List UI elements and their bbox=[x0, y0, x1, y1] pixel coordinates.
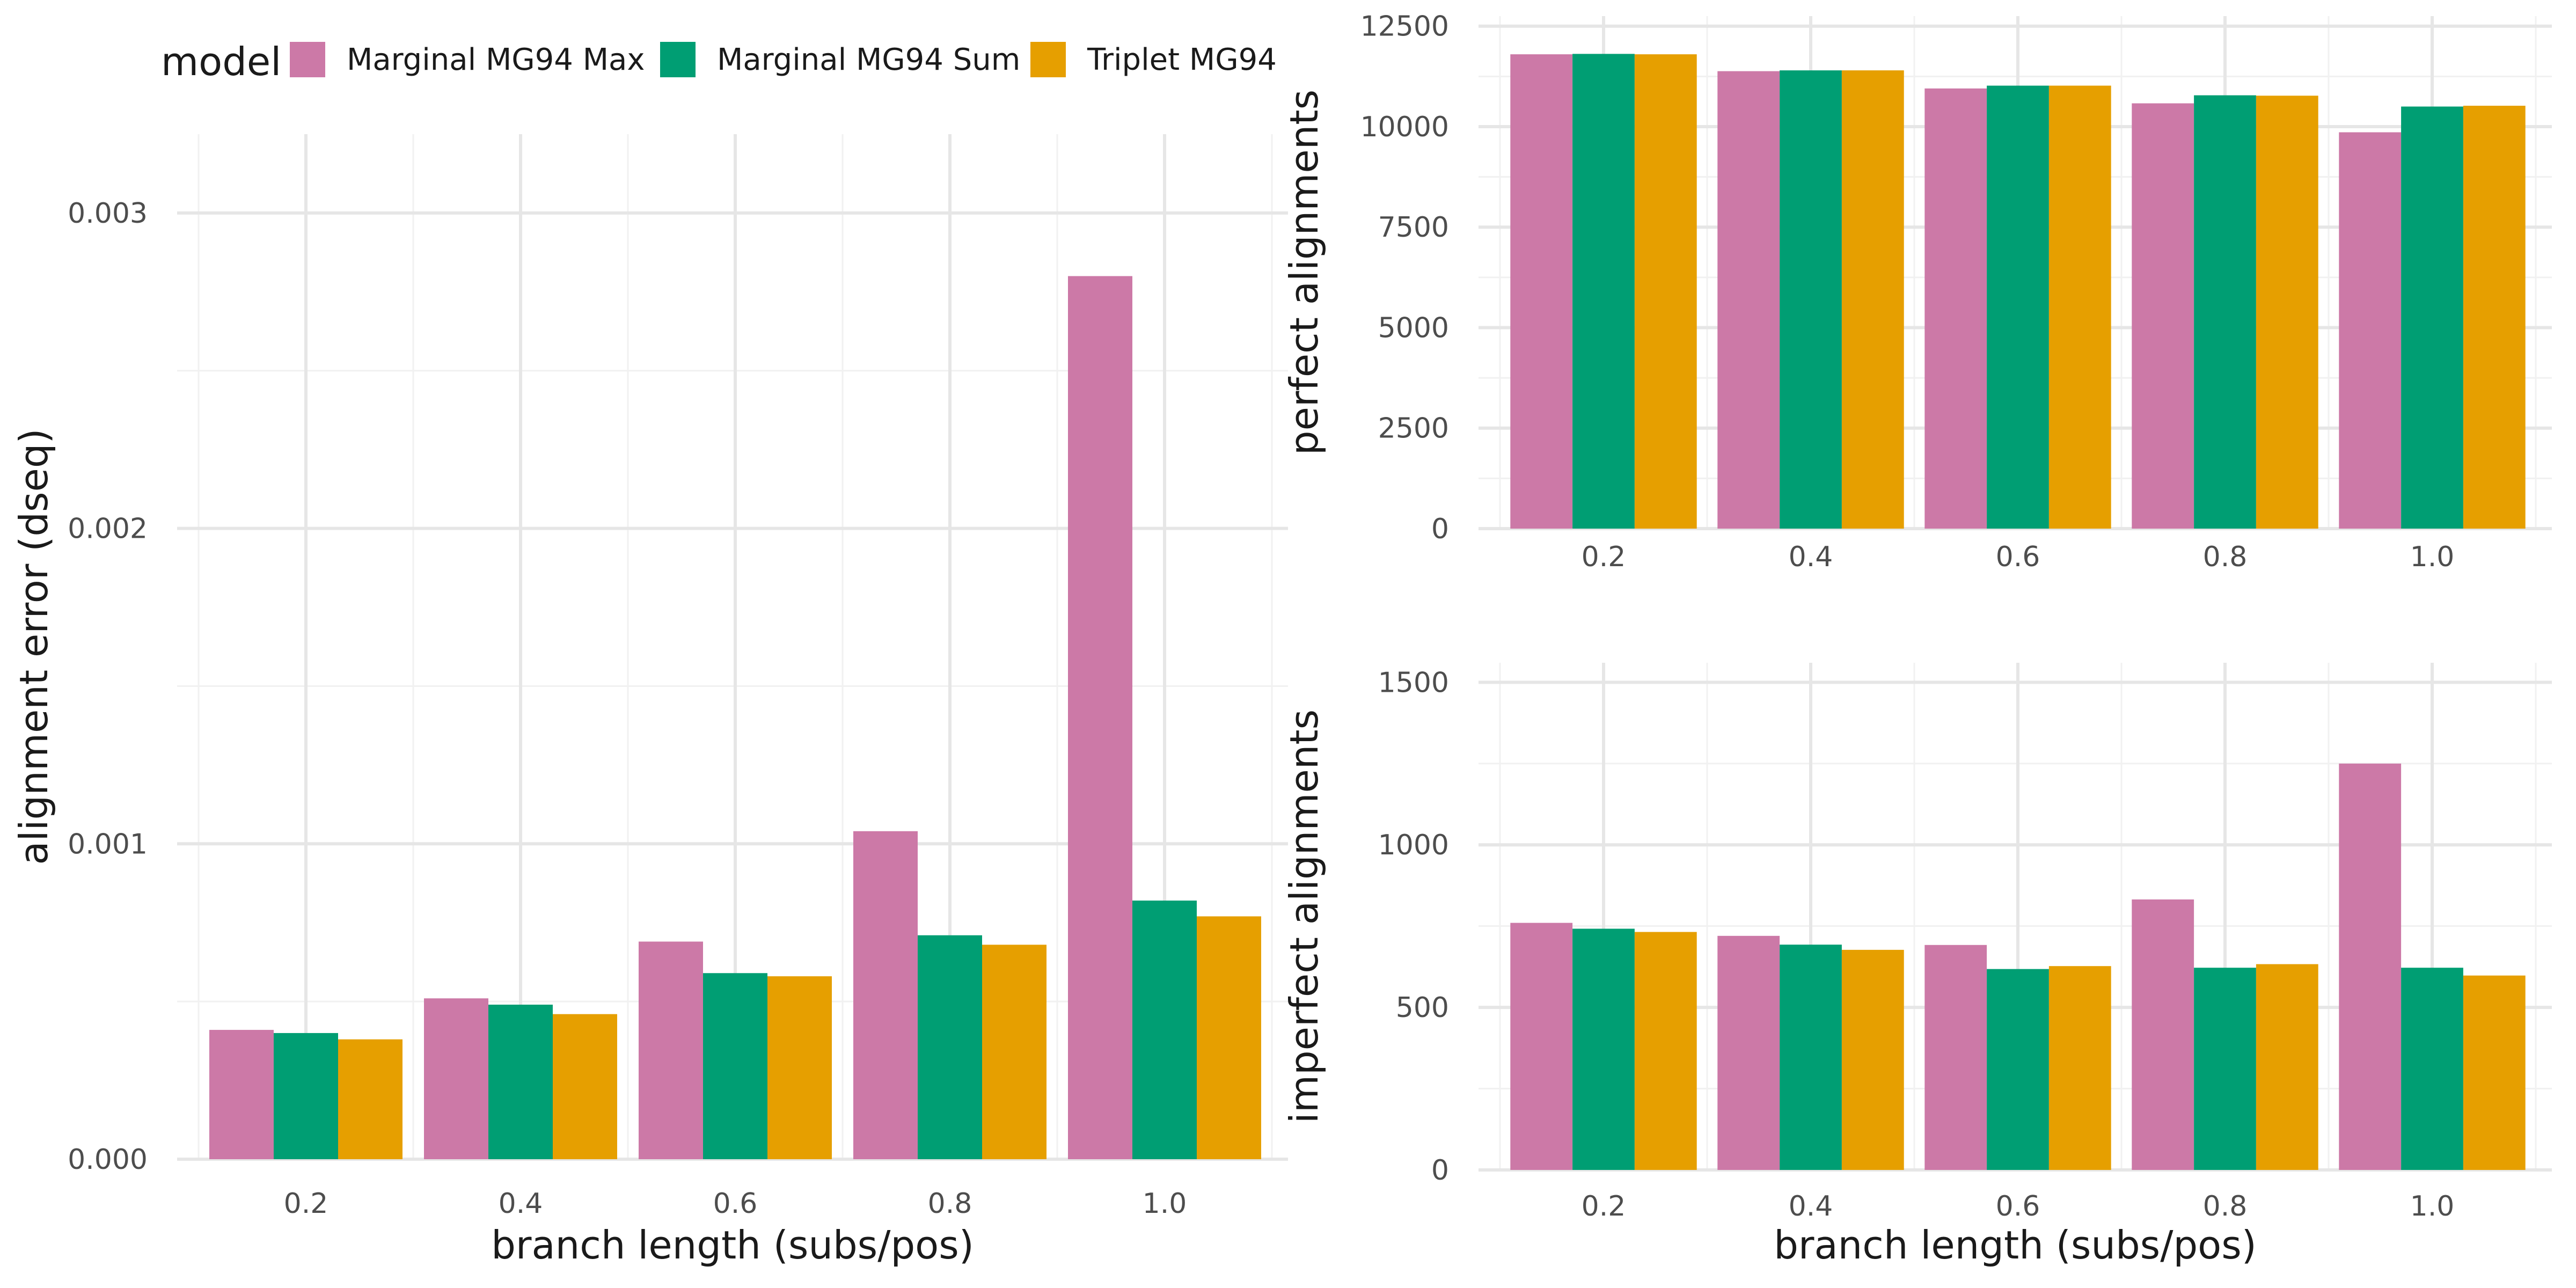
legend: model Marginal MG94 Max Marginal MG94 Sum… bbox=[161, 39, 1277, 84]
legend-label: Marginal MG94 Max bbox=[347, 42, 645, 77]
y-axis-title: perfect alignments bbox=[1282, 90, 1327, 455]
bar bbox=[1924, 88, 1987, 529]
legend-title: model bbox=[161, 39, 281, 84]
x-tick-label: 0.2 bbox=[1582, 541, 1626, 573]
x-tick-label: 1.0 bbox=[2410, 1190, 2455, 1223]
bar bbox=[1572, 928, 1635, 1170]
y-axis-title: imperfect alignments bbox=[1282, 709, 1327, 1123]
bar bbox=[918, 935, 982, 1159]
x-tick-label: 0.2 bbox=[284, 1188, 328, 1220]
x-tick-label: 0.6 bbox=[1996, 541, 2040, 573]
x-axis-title: branch length (subs/pos) bbox=[491, 1223, 974, 1268]
bar bbox=[424, 998, 488, 1159]
bar bbox=[1132, 901, 1197, 1159]
bar bbox=[2256, 96, 2318, 529]
x-axis-title: branch length (subs/pos) bbox=[1774, 1223, 2257, 1268]
x-tick-label: 0.6 bbox=[1996, 1190, 2040, 1223]
bar bbox=[853, 831, 918, 1159]
bar bbox=[1197, 916, 1261, 1159]
y-tick-label: 12500 bbox=[1360, 11, 1449, 43]
y-tick-label: 10000 bbox=[1360, 111, 1449, 143]
x-tick-label: 0.4 bbox=[1789, 541, 1833, 573]
y-tick-label: 0.002 bbox=[68, 513, 148, 545]
bar bbox=[1987, 85, 2049, 529]
panel-alignment-error: 0.000 0.001 0.002 0.003 0.2 0.4 0.6 0.8 1.0 branc… bbox=[11, 134, 1288, 1268]
bar bbox=[703, 973, 767, 1159]
y-tick-label: 5000 bbox=[1378, 312, 1449, 344]
bar bbox=[2132, 899, 2194, 1170]
bar bbox=[2048, 85, 2111, 529]
bar bbox=[2048, 966, 2111, 1170]
bar bbox=[1634, 54, 1697, 529]
bar bbox=[274, 1033, 338, 1159]
y-tick-label: 2500 bbox=[1378, 413, 1449, 445]
y-tick-label: 7500 bbox=[1378, 211, 1449, 244]
bar bbox=[2194, 95, 2256, 529]
bar bbox=[2339, 763, 2402, 1170]
y-tick-label: 500 bbox=[1396, 992, 1449, 1024]
bar bbox=[1841, 949, 1904, 1170]
x-tick-label: 0.2 bbox=[1582, 1190, 1626, 1223]
legend-items: Marginal MG94 Max Marginal MG94 Sum Triple… bbox=[290, 42, 1277, 77]
bar bbox=[1068, 276, 1132, 1159]
y-tick-label: 0.001 bbox=[68, 828, 148, 860]
legend-label: Triplet MG94 bbox=[1087, 42, 1277, 77]
bar bbox=[2463, 975, 2526, 1170]
panel-perfect-alignments: 0 2500 5000 7500 10000 12500 0.2 0.4 0.6 0.8 1.0 pe… bbox=[1282, 11, 2552, 573]
bar bbox=[2132, 103, 2194, 529]
bar bbox=[2194, 968, 2256, 1170]
y-tick-label: 0 bbox=[1431, 513, 1449, 545]
bar bbox=[1634, 932, 1697, 1170]
bar bbox=[553, 1014, 617, 1159]
y-axis-title: alignment error (dseq) bbox=[11, 428, 56, 865]
bar bbox=[982, 945, 1046, 1159]
bar bbox=[338, 1039, 402, 1159]
legend-swatch bbox=[1030, 42, 1066, 77]
bar bbox=[2256, 964, 2318, 1170]
bar bbox=[2401, 106, 2463, 529]
x-tick-label: 0.8 bbox=[928, 1188, 972, 1220]
x-tick-label: 0.4 bbox=[1789, 1190, 1833, 1223]
x-tick-label: 1.0 bbox=[1143, 1188, 1187, 1220]
x-tick-label: 0.8 bbox=[2203, 1190, 2248, 1223]
bar bbox=[2401, 968, 2463, 1170]
x-tick-label: 0.6 bbox=[713, 1188, 758, 1220]
y-tick-label: 0 bbox=[1431, 1154, 1449, 1187]
y-tick-label: 0.003 bbox=[68, 197, 148, 230]
x-tick-label: 1.0 bbox=[2410, 541, 2455, 573]
bar bbox=[1841, 70, 1904, 529]
bar bbox=[639, 941, 703, 1159]
bar bbox=[1572, 54, 1635, 529]
bar bbox=[1780, 945, 1842, 1170]
y-tick-label: 1000 bbox=[1378, 829, 1449, 861]
x-tick-label: 0.8 bbox=[2203, 541, 2248, 573]
y-tick-label: 1500 bbox=[1378, 667, 1449, 699]
y-tick-label: 0.000 bbox=[68, 1144, 148, 1176]
bar bbox=[1510, 923, 1573, 1170]
x-tick-label: 0.4 bbox=[499, 1188, 543, 1220]
bar bbox=[767, 976, 832, 1159]
legend-label: Marginal MG94 Sum bbox=[717, 42, 1020, 77]
bar bbox=[2463, 106, 2526, 529]
bar bbox=[488, 1005, 553, 1159]
bar bbox=[1510, 54, 1573, 529]
legend-swatch bbox=[290, 42, 325, 77]
bar bbox=[2339, 132, 2402, 529]
bar bbox=[1780, 70, 1842, 529]
bar bbox=[1717, 935, 1780, 1170]
bar bbox=[1717, 71, 1780, 529]
bar bbox=[1987, 969, 2049, 1170]
legend-swatch bbox=[660, 42, 696, 77]
bar bbox=[209, 1030, 274, 1159]
panel-imperfect-alignments: 0 500 1000 1500 0.2 0.4 0.6 0.8 1.0 branch length… bbox=[1282, 663, 2552, 1268]
bar bbox=[1924, 945, 1987, 1170]
